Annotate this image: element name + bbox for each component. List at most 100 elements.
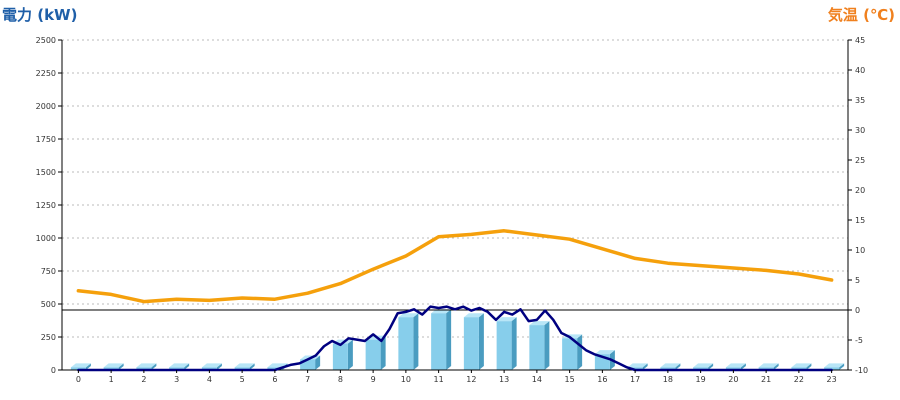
power-bar [332,339,353,370]
power-bar-front [201,367,217,370]
power-bar-top [463,313,484,318]
left-tick-label: 1500 [36,168,56,177]
power-bar-side [315,355,321,370]
power-bar-front [169,367,185,370]
x-tick-label: 10 [401,375,411,384]
power-bar [169,363,190,370]
left-tick-label: 0 [51,366,56,375]
power-bar [824,363,845,370]
power-bar-top [398,313,419,318]
right-tick-label: 10 [855,246,865,255]
left-tick-label: 1000 [36,234,56,243]
power-bar [463,313,484,370]
power-bar-side [740,363,746,370]
x-tick-label: 21 [761,375,771,384]
x-tick-label: 12 [466,375,476,384]
power-bar-front [529,325,545,370]
left-tick-label: 250 [41,333,56,342]
x-tick-label: 3 [174,375,179,384]
power-bar-front [103,367,119,370]
x-tick-label: 5 [240,375,245,384]
power-bar-front [562,338,578,370]
power-bar-front [496,321,512,370]
right-tick-label: 25 [855,156,865,165]
power-bar [529,321,550,370]
power-bar-side [577,334,583,370]
power-bar-top [70,363,91,368]
power-bar-front [725,367,741,370]
power-bar-side [151,363,157,370]
power-bar-front [234,367,250,370]
power-bar-front [398,317,414,370]
power-bar-side [478,313,484,370]
x-tick-label: 23 [827,375,837,384]
x-tick-label: 8 [338,375,343,384]
x-tick-label: 19 [696,375,706,384]
x-tick-label: 22 [794,375,804,384]
power-bar-side [675,363,681,370]
x-tick-label: 14 [532,375,542,384]
power-bar-front [791,367,807,370]
power-bar [693,363,714,370]
power-bar-top [791,363,812,368]
power-bar-top [136,363,157,368]
power-bar-front [70,367,86,370]
temperature-line [76,229,834,304]
right-tick-label: -5 [855,336,863,345]
power-bar [660,363,681,370]
power-bar-top [103,363,124,368]
power-line [77,305,833,372]
right-tick-label: 0 [855,306,860,315]
power-bar-side [806,363,812,370]
left-tick-label: 1750 [36,135,56,144]
power-bar [496,317,517,370]
x-tick-label: 20 [728,375,738,384]
power-bar-side [184,363,190,370]
power-bar-side [511,317,517,370]
left-tick-label: 750 [41,267,56,276]
x-tick-label: 7 [305,375,310,384]
power-bar [70,363,91,370]
power-bar [627,363,648,370]
power-bar-top [660,363,681,368]
power-bar-top [725,363,746,368]
right-tick-label: 35 [855,96,865,105]
power-bar-side [773,363,779,370]
x-tick-label: 0 [76,375,81,384]
power-bar-top [758,363,779,368]
power-bar-side [85,363,91,370]
power-bar-top [824,363,845,368]
power-bar-front [267,367,283,370]
power-bar-top [201,363,222,368]
power-bar [136,363,157,370]
x-tick-label: 17 [630,375,640,384]
x-tick-label: 11 [434,375,444,384]
power-bar [234,363,255,370]
left-tick-label: 500 [41,300,56,309]
x-tick-label: 16 [597,375,607,384]
power-bar-top [234,363,255,368]
power-bar [103,363,124,370]
right-tick-label: 40 [855,66,865,75]
power-bar-side [249,363,255,370]
power-bar-top [496,317,517,322]
power-bar-front [431,313,447,370]
power-bar-top [627,363,648,368]
power-bar-front [824,367,840,370]
left-tick-label: 1250 [36,201,56,210]
power-bar-front [136,367,152,370]
power-bar-side [642,363,648,370]
power-bar-top [693,363,714,368]
left-tick-label: 2500 [36,36,56,45]
x-tick-label: 9 [371,375,376,384]
power-bar-side [216,363,222,370]
right-tick-label: 15 [855,216,865,225]
power-bar-front [463,317,479,370]
power-bar [398,313,419,370]
right-tick-label: 20 [855,186,865,195]
power-bar-top [594,350,615,355]
power-bar-top [169,363,190,368]
power-bar-side [446,309,452,370]
power-bar-side [347,339,353,370]
